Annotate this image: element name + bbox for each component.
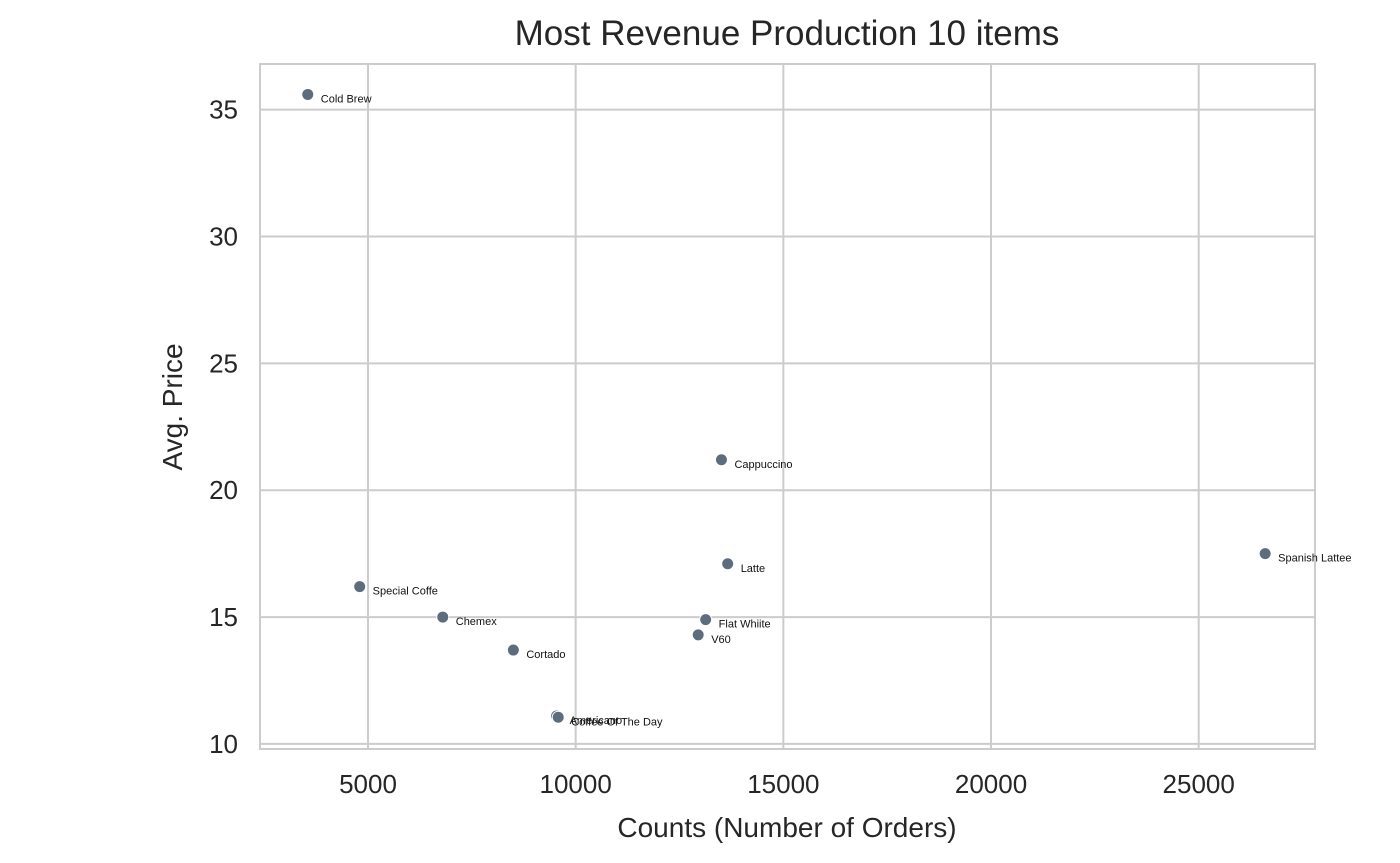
data-point [714,453,728,467]
y-axis-ticks: 10 15 20 25 30 35 [209,95,238,759]
data-point [506,643,520,657]
data-point [436,610,450,624]
x-tick-label: 25000 [1163,769,1235,799]
data-point [699,613,713,627]
data-point [1258,547,1272,561]
data-point [353,580,367,594]
plot-frame [259,63,1316,750]
data-point-label: Flat Whiite [719,619,771,631]
grid [260,64,1315,749]
x-axis-ticks: 5000 10000 15000 20000 25000 [339,769,1235,799]
data-point-label: Latte [741,563,765,575]
data-point-label: Spanish Lattee [1278,553,1351,565]
data-point-label: Cappuccino [734,459,792,471]
y-tick-label: 20 [209,475,238,505]
data-point-label: Special Coffe [373,586,438,598]
data-point-label: Chemex [456,616,497,628]
data-point-label: Cortado [526,649,565,661]
data-point-label: V60 [711,634,731,646]
y-tick-label: 25 [209,348,238,378]
y-tick-label: 35 [209,95,238,125]
data-points: Cold Brew Special Coffe Chemex Cortado Ameri… [301,87,1352,728]
x-tick-label: 20000 [955,769,1027,799]
y-tick-label: 10 [209,729,238,759]
y-tick-label: 15 [209,602,238,632]
x-tick-label: 5000 [339,769,397,799]
x-tick-label: 15000 [747,769,819,799]
chart-title: Most Revenue Production 10 items [515,14,1060,53]
data-point-label: Coffee Of The Day [571,716,663,728]
data-point [551,710,565,724]
data-point-label: Americano [570,715,623,727]
data-point [301,87,315,101]
data-point [691,628,705,642]
data-point-label: Cold Brew [321,93,372,105]
y-tick-label: 30 [209,222,238,252]
y-axis-label: Avg. Price [157,343,188,470]
data-point [721,557,735,571]
x-tick-label: 10000 [540,769,612,799]
x-axis-label: Counts (Number of Orders) [617,812,956,843]
